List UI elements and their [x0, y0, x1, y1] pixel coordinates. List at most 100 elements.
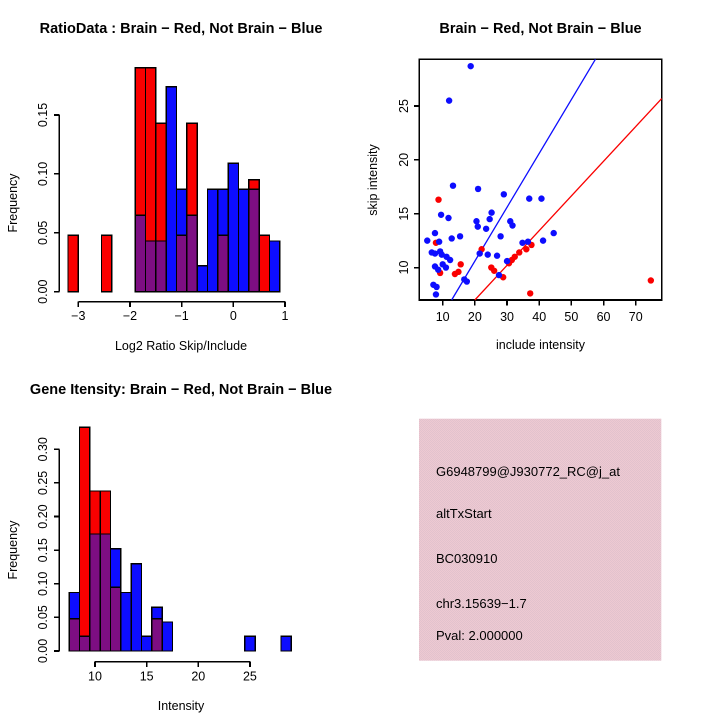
scatter-point-red	[523, 246, 530, 253]
hist-bar-brain	[100, 234, 113, 293]
scatter-point-blue	[431, 229, 439, 237]
hist-bar-overlap	[248, 188, 260, 293]
hist-bar-overlap	[109, 586, 122, 652]
scatter-point-blue	[449, 182, 457, 189]
scatter-point-blue	[473, 218, 480, 225]
panel-info_panel: G6948799@J930772_RC@j_at altTxStart BC0309…	[419, 418, 662, 661]
x-tick-label: 10	[88, 670, 102, 684]
hist-bar-notbrain	[227, 162, 240, 293]
scatter-point-blue	[476, 250, 483, 257]
panel-intensity_scatter: Brain − Red, Not Brain − Blue include int…	[366, 21, 663, 352]
hist-bar-overlap	[68, 618, 81, 652]
scatter-point-red	[455, 268, 462, 276]
y-tick-label: 0.00	[36, 639, 50, 663]
scatter-point-blue	[463, 278, 471, 285]
y-tick-label: 0.25	[36, 471, 50, 495]
scatter-point-blue	[456, 233, 464, 240]
scatter-point-blue	[435, 238, 443, 245]
hist-bar-overlap	[155, 240, 167, 293]
y-tick-label: 20	[397, 153, 411, 167]
intensity_scatter-y-axis-label: skip intensity	[366, 143, 380, 215]
hist-bar-notbrain	[130, 562, 143, 652]
scatter-point-blue	[438, 251, 445, 258]
scatter-point-blue	[445, 214, 452, 222]
scatter-point-red	[435, 196, 442, 203]
info-line-3: chr3.15639−1.7	[436, 596, 527, 611]
scatter-point-blue	[488, 209, 495, 216]
y-tick-label: 0.30	[36, 437, 50, 461]
fit-line-red	[474, 98, 663, 301]
fit-line-blue	[451, 58, 596, 301]
x-tick-label: 25	[243, 670, 257, 684]
x-tick-label: 50	[564, 310, 578, 324]
info-line-4: Pval: 2.000000	[436, 628, 523, 643]
x-tick-label: −3	[71, 309, 85, 323]
x-tick-label: 0	[230, 309, 237, 323]
hist-bar-notbrain	[165, 86, 178, 293]
scatter-point-blue	[431, 250, 439, 257]
y-tick-label: 15	[397, 207, 411, 221]
x-tick-label: 1	[281, 309, 288, 323]
gene_hist-x-axis-label: Intensity	[158, 699, 205, 713]
hist-bar-brain	[258, 234, 271, 293]
scatter-point-red	[511, 253, 518, 260]
hist-bar-overlap	[89, 533, 101, 652]
scatter-point-red	[457, 261, 464, 268]
scatter-point-blue	[448, 235, 455, 242]
y-tick-label: 0.10	[36, 572, 50, 596]
hist-bar-overlap	[186, 214, 198, 293]
hist-bar-overlap	[78, 635, 91, 652]
scatter-point-blue	[539, 237, 547, 244]
info-line-0: G6948799@J930772_RC@j_at	[436, 464, 620, 479]
scatter-point-blue	[486, 215, 493, 223]
x-tick-label: 15	[140, 670, 154, 684]
gene_hist-y-axis-label: Frequency	[6, 520, 20, 580]
x-tick-label: 70	[629, 310, 643, 324]
hist-bar-notbrain	[206, 188, 219, 293]
hist-bar-brain	[67, 234, 79, 293]
scatter-point-blue	[509, 222, 516, 229]
scatter-point-blue	[434, 266, 442, 273]
scatter-point-blue	[495, 271, 503, 279]
gene_hist-bars	[68, 426, 292, 652]
scatter-point-blue	[446, 256, 454, 264]
info-panel-background	[419, 418, 662, 661]
y-tick-label: 0.15	[36, 103, 50, 127]
y-tick-label: 0.00	[36, 279, 50, 303]
info-line-2: BC030910	[436, 551, 497, 566]
x-tick-label: 20	[191, 670, 205, 684]
scatter-point-blue	[467, 62, 474, 70]
scatter-point-blue	[550, 229, 557, 237]
hist-bar-notbrain	[120, 591, 132, 652]
y-tick-label: 0.05	[36, 221, 50, 245]
scatter-point-blue	[442, 264, 450, 271]
hist-bar-notbrain	[237, 188, 250, 293]
y-tick-label: 10	[397, 261, 411, 275]
hist-bar-overlap	[144, 240, 157, 293]
hist-bar-overlap	[175, 234, 188, 293]
scatter-point-blue	[474, 223, 481, 230]
scatter-point-blue	[493, 252, 501, 259]
intensity_scatter-points-blue	[424, 62, 557, 298]
x-tick-label: 30	[500, 310, 514, 324]
intensity_scatter-title: Brain − Red, Not Brain − Blue	[439, 21, 641, 37]
hist-bar-notbrain	[280, 635, 292, 652]
scatter-point-blue	[484, 251, 491, 258]
y-tick-label: 0.20	[36, 504, 50, 528]
y-tick-label: 25	[397, 99, 411, 113]
plot-box	[418, 58, 663, 301]
x-tick-label: 60	[597, 310, 611, 324]
x-tick-label: 20	[468, 310, 482, 324]
scatter-point-blue	[437, 211, 445, 218]
y-tick-label: 0.15	[36, 538, 50, 562]
ratio_hist-x-axis-label: Log2 Ratio Skip/Include	[115, 339, 247, 353]
hist-bar-notbrain	[268, 240, 281, 293]
scatter-point-blue	[503, 257, 511, 265]
scatter-point-blue	[445, 97, 453, 104]
scatter-point-blue	[538, 195, 545, 202]
scatter-point-blue	[424, 237, 431, 244]
scatter-point-blue	[519, 239, 526, 246]
x-tick-label: −1	[174, 309, 188, 323]
